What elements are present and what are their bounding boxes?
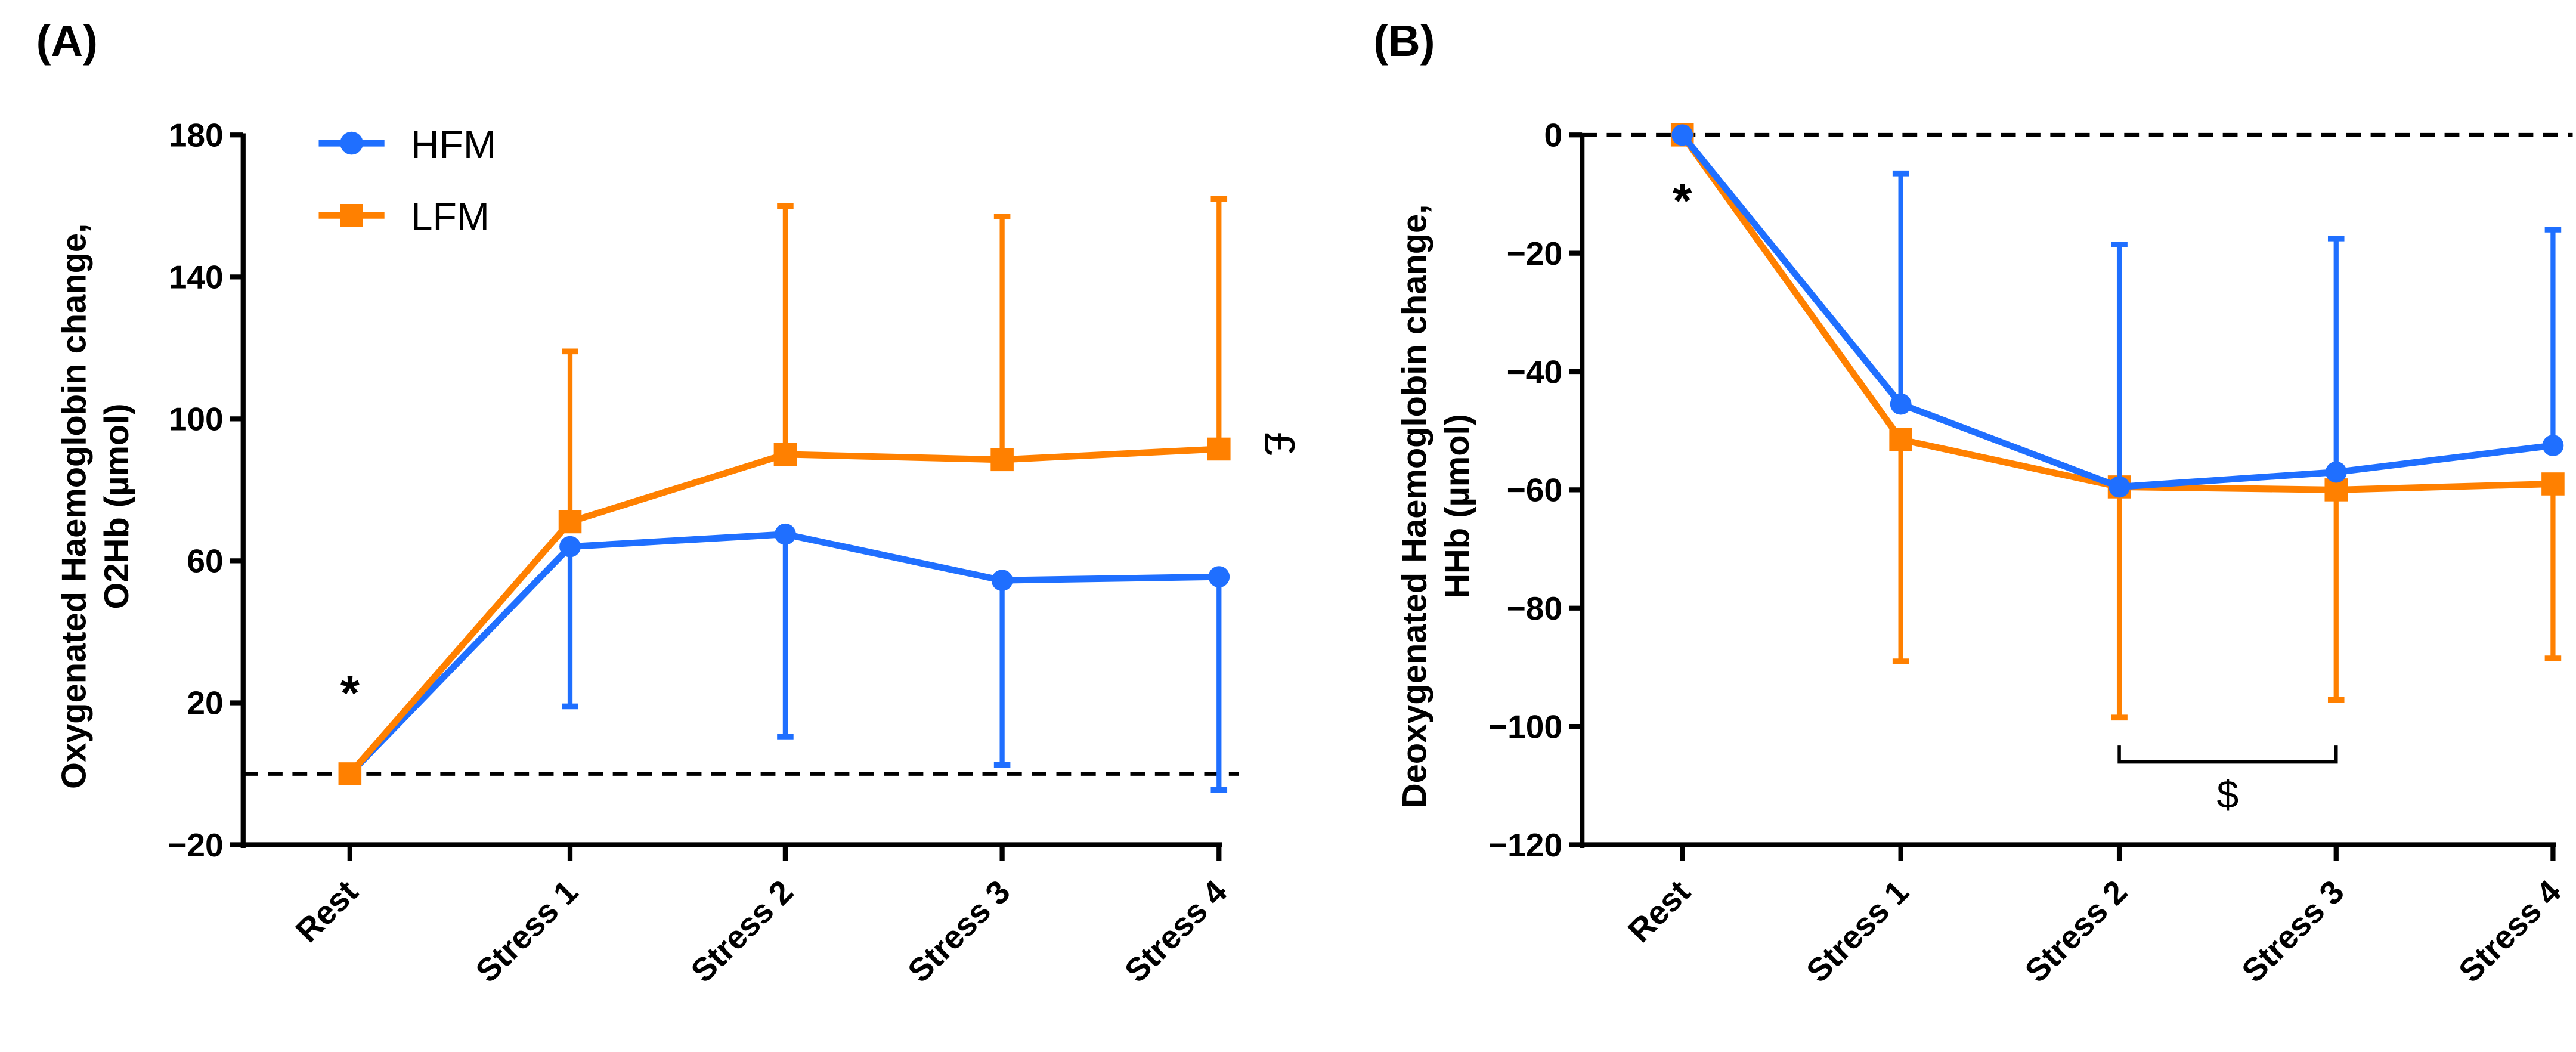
legend-label: LFM [411, 195, 490, 239]
y-tick-label: −120 [1488, 827, 1562, 864]
significance-asterisk: * [340, 665, 360, 720]
data-point-hfm [1890, 393, 1912, 415]
data-point-hfm [1208, 566, 1230, 588]
y-tick-label: −100 [1488, 708, 1562, 745]
y-tick-label: −80 [1507, 590, 1562, 627]
y-tick-label: 100 [169, 401, 224, 438]
significance-dollar: $ [2217, 773, 2239, 817]
data-point-hfm [559, 536, 581, 558]
data-point-lfm [558, 510, 582, 534]
data-point-hfm [2325, 461, 2347, 483]
data-point-lfm [338, 762, 362, 785]
y-tick-label: 140 [169, 259, 224, 296]
y-tick-label: −40 [1507, 353, 1562, 390]
data-point-lfm [1889, 428, 1912, 451]
x-tick-label: Stress 3 [900, 873, 1017, 989]
data-point-lfm [773, 443, 797, 466]
data-point-lfm [990, 448, 1014, 472]
significance-bracket [2117, 745, 2338, 764]
data-point-hfm [991, 570, 1013, 592]
significance-pound: £ [1255, 432, 1303, 456]
x-tick-label: Stress 4 [1117, 873, 1234, 990]
panel-label: (A) [36, 16, 98, 66]
y-tick-label: −20 [1507, 235, 1562, 272]
data-point-hfm [2542, 435, 2564, 456]
data-point-hfm [2109, 476, 2130, 498]
legend-marker-lfm [340, 204, 363, 227]
x-tick-label: Rest [289, 873, 365, 949]
x-tick-label: Stress 1 [1799, 873, 1915, 989]
y-axis-title: Deoxygenated Haemoglobin change, [1395, 205, 1433, 808]
x-tick-label: Stress 2 [2018, 873, 2134, 989]
legend-marker-hfm [340, 131, 363, 155]
y-tick-label: 0 [1544, 117, 1562, 154]
y-tick-label: 20 [187, 685, 223, 722]
x-tick-label: Stress 4 [2451, 873, 2568, 990]
panel-label: (B) [1373, 16, 1435, 66]
y-axis-title-unit: HHb (µmol) [1438, 414, 1476, 599]
data-point-hfm [775, 523, 796, 545]
y-axis-title: Oxygenated Haemoglobin change, [55, 224, 93, 789]
data-point-lfm [2541, 472, 2565, 496]
y-tick-label: 60 [187, 543, 223, 580]
legend-label: HFM [411, 123, 496, 167]
y-tick-label: 180 [169, 117, 224, 154]
y-axis-title-unit: O2Hb (µmol) [98, 403, 136, 609]
data-point-hfm [1671, 124, 1693, 146]
data-point-lfm [1208, 437, 1231, 461]
significance-asterisk: * [1673, 173, 1692, 228]
x-tick-label: Stress 3 [2234, 873, 2351, 989]
x-tick-label: Stress 1 [469, 873, 585, 989]
x-tick-label: Stress 2 [684, 873, 800, 989]
y-tick-label: −20 [168, 827, 223, 864]
x-tick-label: Rest [1621, 873, 1697, 949]
y-tick-label: −60 [1507, 472, 1562, 509]
